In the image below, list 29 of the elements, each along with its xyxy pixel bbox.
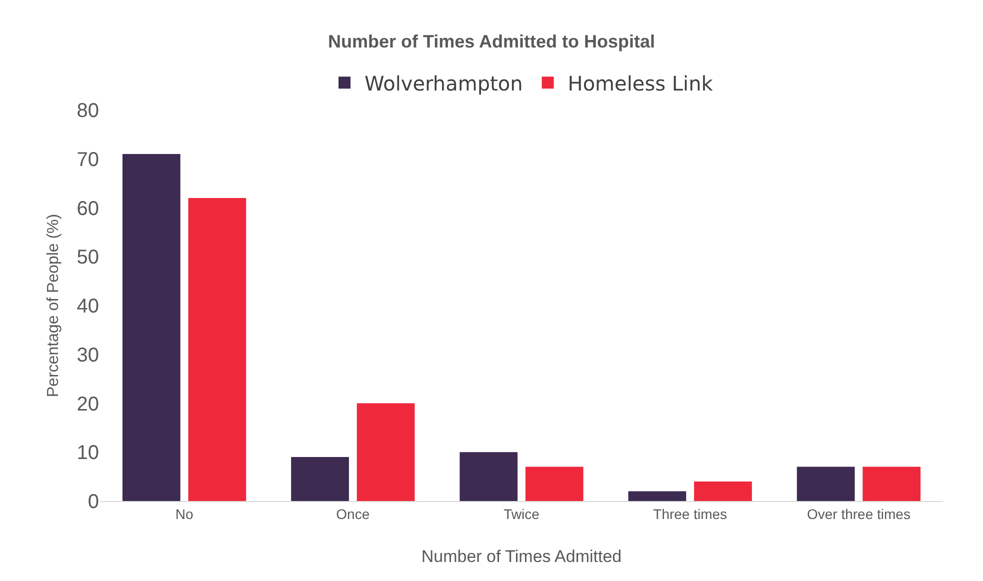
y-tick-label: 80: [76, 100, 99, 122]
y-axis-title: Percentage of People (%): [45, 214, 62, 398]
y-tick-label: 50: [76, 246, 99, 269]
y-tick-label: 0: [88, 491, 99, 513]
bar: [356, 403, 415, 501]
x-tick-label: Once: [336, 506, 370, 522]
bar: [460, 452, 518, 501]
y-tick-label: 70: [76, 148, 99, 171]
x-tick-label: No: [175, 506, 194, 522]
x-tick-label: Twice: [504, 506, 540, 522]
y-tick-label: 30: [76, 344, 99, 366]
bar: [188, 198, 246, 501]
bar: [862, 466, 921, 501]
bar: [628, 491, 686, 501]
x-axis-title: Number of Times Admitted: [421, 547, 622, 566]
chart-title: Number of Times Admitted to Hospital: [328, 31, 656, 52]
x-tick-label: Three times: [653, 506, 728, 522]
bar: [291, 457, 349, 501]
bar: [796, 466, 855, 501]
legend-label: Homeless Link: [568, 71, 714, 96]
y-tick-label: 10: [76, 442, 99, 464]
y-tick-label: 20: [76, 393, 99, 416]
x-tick-label: Over three times: [806, 506, 910, 522]
y-tick-label: 40: [76, 296, 99, 318]
y-tick-label: 60: [76, 198, 99, 220]
bar: [122, 154, 180, 501]
legend-label: Wolverhampton: [364, 71, 523, 96]
bar: [525, 466, 584, 501]
bar: [694, 481, 752, 501]
